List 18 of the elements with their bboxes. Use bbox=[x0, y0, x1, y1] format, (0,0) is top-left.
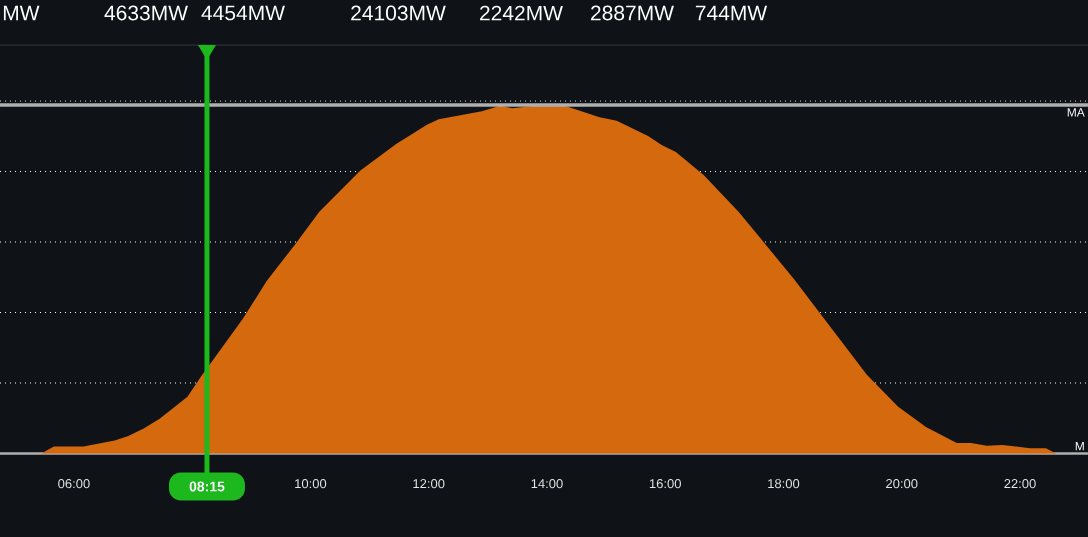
x-tick-label: 18:00 bbox=[768, 479, 800, 489]
text: 24103MW bbox=[351, 5, 446, 21]
text: 744MW bbox=[695, 5, 768, 21]
ref-line-label: MA bbox=[1067, 108, 1085, 117]
annotation: M bbox=[1075, 442, 1084, 451]
text: 4454MW bbox=[201, 5, 285, 21]
text: 4633MW bbox=[104, 5, 188, 21]
x-tick-label: 10:00 bbox=[295, 479, 327, 489]
x-tick-label: 14:00 bbox=[531, 479, 563, 489]
text: MW bbox=[3, 5, 40, 21]
x-tick-label: 16:00 bbox=[649, 479, 681, 489]
x-tick-label: 06:00 bbox=[58, 479, 90, 489]
x-tick-label: 20:00 bbox=[886, 479, 918, 489]
text: 2887MW bbox=[591, 5, 674, 21]
ref-line-label: 08:15 bbox=[189, 481, 225, 492]
x-tick-label: 22:00 bbox=[1004, 479, 1036, 489]
text: 2242MW bbox=[480, 5, 563, 21]
x-tick-label: 12:00 bbox=[413, 479, 445, 489]
